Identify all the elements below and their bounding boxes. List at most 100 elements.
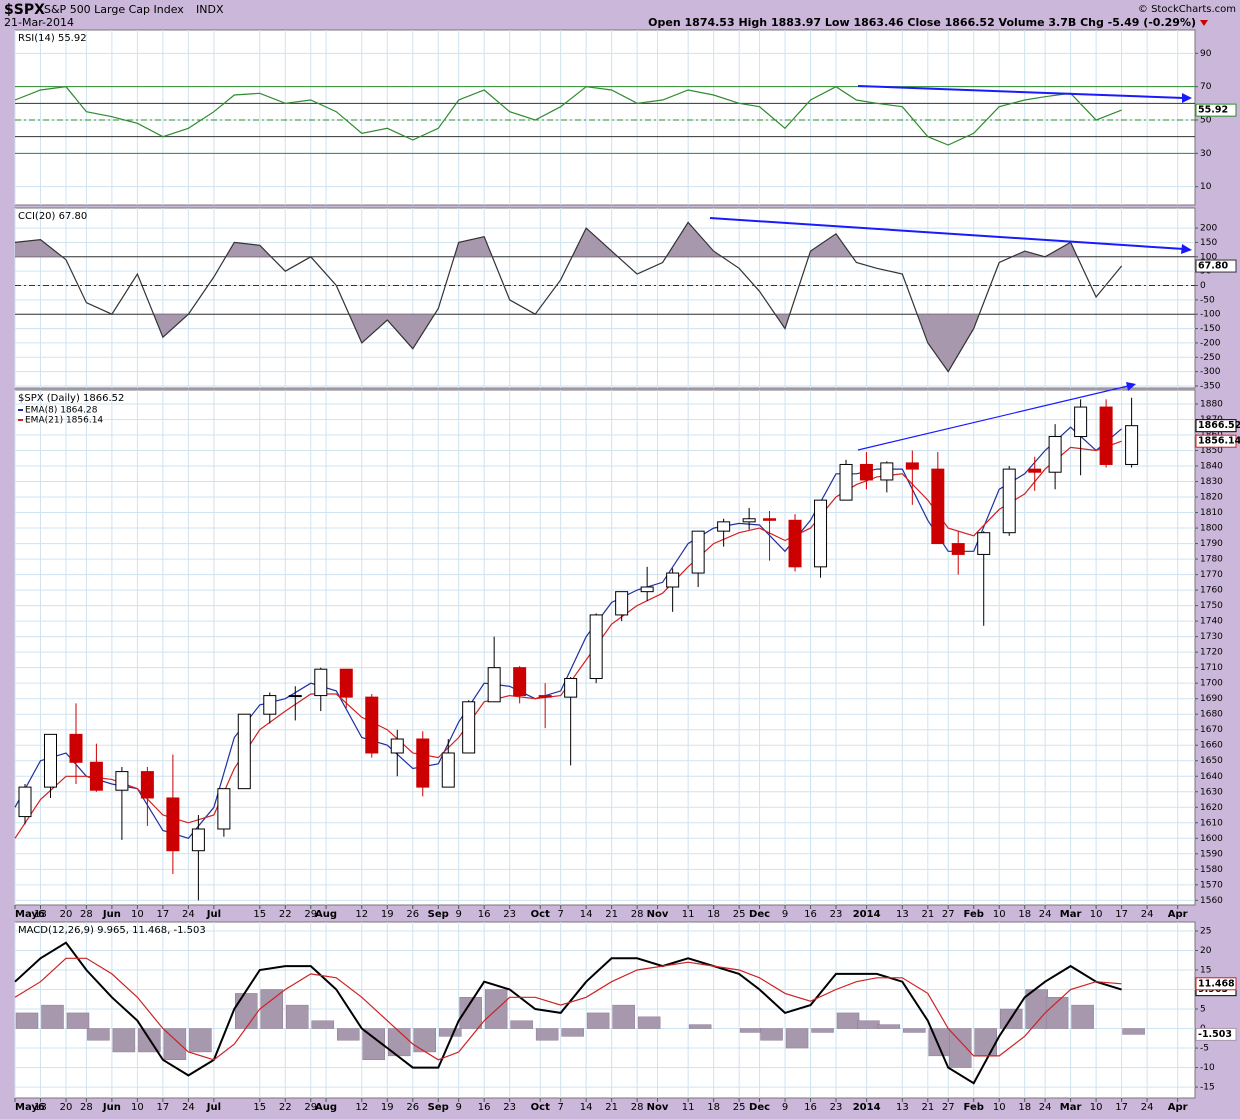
x-tick-label: 17 (1115, 1102, 1128, 1113)
y-tick-label: 1750 (1200, 601, 1223, 611)
y-tick-label: 70 (1200, 82, 1212, 92)
y-tick-label: 200 (1200, 224, 1217, 234)
y-tick-label: 90 (1200, 49, 1212, 59)
x-tick-label: Feb (964, 909, 984, 920)
x-tick-label: 24 (1141, 1102, 1154, 1113)
x-tick-label: 11 (682, 1102, 695, 1113)
candle-body (1125, 425, 1139, 465)
histogram-bar (857, 1020, 880, 1029)
y-tick-label: 1720 (1200, 648, 1223, 658)
trend-line (857, 85, 1185, 99)
value-box-label: 1866.52 (1198, 420, 1240, 431)
candle-body (666, 572, 680, 588)
x-tick-label: Feb (964, 1102, 984, 1113)
candle-body (237, 713, 251, 790)
y-tick-label: 15 (1200, 966, 1211, 976)
x-tick-label: May6 (15, 1102, 45, 1113)
candle-body (839, 463, 853, 501)
histogram-bar (362, 1028, 386, 1061)
histogram-bar (1045, 997, 1069, 1029)
x-tick-label: 18 (1018, 1102, 1031, 1113)
trend-line (857, 385, 1129, 451)
candle-body (166, 797, 180, 852)
histogram-bar (413, 1028, 437, 1053)
x-tick-label: 20 (60, 1102, 73, 1113)
histogram-bar (688, 1024, 712, 1029)
y-tick-label: 1610 (1200, 818, 1223, 828)
x-tick-label: 13 (896, 1102, 909, 1113)
histogram-bar (260, 989, 284, 1029)
x-tick-label: 10 (1090, 1102, 1103, 1113)
x-tick-label: Mar (1060, 1102, 1082, 1113)
y-tick-label: -200 (1200, 338, 1221, 348)
x-tick-label: 23 (503, 909, 516, 920)
x-tick-label: Mar (1060, 909, 1082, 920)
x-tick-label: 14 (580, 1102, 593, 1113)
x-tick-label: 16 (804, 909, 817, 920)
trend-line (709, 217, 1185, 250)
x-tick-label: Oct (531, 909, 550, 920)
value-box (1195, 434, 1237, 448)
value-box-label: 1856.14 (1198, 436, 1240, 447)
x-tick-label: 22 (279, 909, 292, 920)
y-tick-label: 1670 (1200, 725, 1223, 735)
y-tick-label: 1620 (1200, 803, 1223, 813)
y-tick-label: 100 (1200, 252, 1217, 262)
series-line (14, 86, 1122, 146)
x-tick-label: Apr (1168, 909, 1188, 920)
candle-body (513, 667, 527, 697)
value-box-label: 11.468 (1198, 978, 1235, 989)
value-box (1195, 419, 1237, 433)
x-tick-label: 26 (406, 1102, 419, 1113)
x-tick-label: 28 (80, 909, 93, 920)
x-tick-label: 10 (131, 1102, 144, 1113)
candle-body (1002, 468, 1016, 534)
value-box-label: 55.92 (1198, 105, 1228, 116)
x-tick-label: 24 (1039, 909, 1052, 920)
panel (14, 921, 1196, 1099)
x-tick-label: 29 (304, 909, 317, 920)
y-tick-label: -150 (1200, 324, 1221, 334)
y-tick-label: 1630 (1200, 787, 1223, 797)
arrow-head (1126, 382, 1136, 391)
y-tick-label: 1830 (1200, 477, 1223, 487)
y-tick-label: 1640 (1200, 772, 1223, 782)
histogram-bar (561, 1028, 584, 1037)
x-tick-label: Sep (428, 909, 449, 920)
x-tick-label: 24 (182, 1102, 195, 1113)
y-tick-label: 1730 (1200, 632, 1223, 642)
panel-title: CCI(20) 67.80 (18, 211, 87, 222)
x-tick-label: 18 (707, 909, 720, 920)
panel-title: RSI(14) 55.92 (18, 33, 87, 44)
x-tick-label: 25 (733, 1102, 746, 1113)
y-tick-label: 1810 (1200, 508, 1223, 518)
index-name: S&P 500 Large Cap Index (44, 3, 184, 16)
histogram-bar (459, 997, 482, 1029)
histogram-bar (87, 1028, 110, 1041)
candle-body (487, 667, 501, 703)
candle-body (43, 733, 57, 788)
value-box-label: -1.503 (1198, 1029, 1232, 1040)
candle-body (788, 519, 802, 568)
candle-body (1048, 436, 1062, 473)
candle-body (115, 771, 129, 791)
y-tick-label: 1770 (1200, 570, 1223, 580)
y-tick-label: 1590 (1200, 849, 1223, 859)
x-tick-label: 2014 (853, 1102, 881, 1113)
y-tick-label: -100 (1200, 310, 1221, 320)
arrow-head (1182, 93, 1192, 103)
y-tick-label: 25 (1200, 926, 1211, 936)
x-tick-label: 17 (1115, 909, 1128, 920)
quote: Open 1874.53 High 1883.97 Low 1863.46 Cl… (648, 16, 1196, 29)
candle-body (441, 752, 455, 788)
candle-body (880, 462, 894, 481)
candle-body (1099, 406, 1113, 465)
candle-body (905, 462, 919, 470)
x-tick-label: 10 (993, 909, 1006, 920)
candle-body (717, 521, 731, 532)
y-tick-label: 1740 (1200, 617, 1223, 627)
x-tick-label: Nov (647, 1102, 669, 1113)
x-tick-label: 24 (182, 909, 195, 920)
x-tick-label: 21 (605, 1102, 618, 1113)
histogram-bar (535, 1028, 559, 1041)
